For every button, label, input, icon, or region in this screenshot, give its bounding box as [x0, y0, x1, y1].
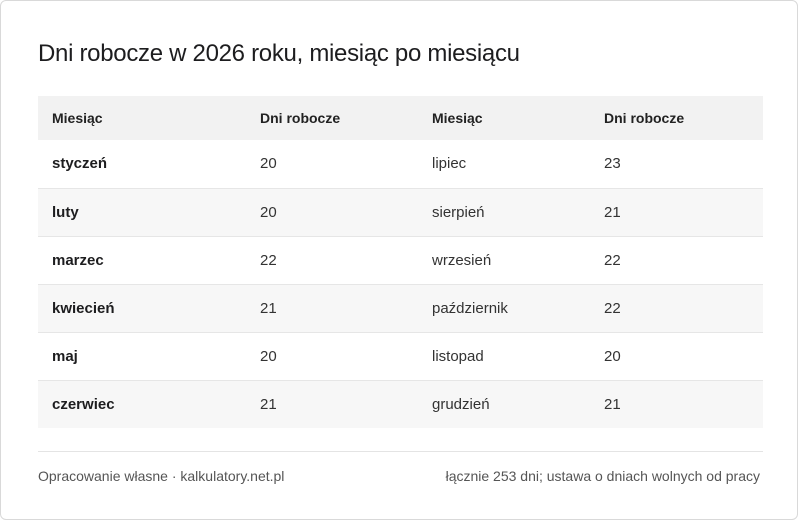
- working-days-cell: 20: [260, 203, 277, 221]
- page-title: Dni robocze w 2026 roku, miesiąc po mies…: [38, 40, 520, 67]
- table-row: czerwiec 21 grudzień 21: [38, 380, 763, 428]
- working-days-cell: 21: [260, 395, 277, 413]
- column-header-working-days: Dni robocze: [260, 110, 341, 126]
- month-cell: grudzień: [432, 395, 490, 413]
- working-days-cell: 20: [260, 347, 277, 365]
- table-row: kwiecień 21 październik 22: [38, 284, 763, 332]
- working-days-cell: 22: [604, 251, 621, 269]
- working-days-table: Miesiąc Dni robocze Miesiąc Dni robocze …: [38, 96, 763, 428]
- footer-divider: [38, 451, 763, 452]
- working-days-cell: 22: [260, 251, 277, 269]
- source-note: Opracowanie własne · kalkulatory.net.pl: [38, 468, 285, 484]
- working-days-cell: 21: [604, 203, 621, 221]
- month-cell: marzec: [52, 251, 104, 269]
- column-header-working-days: Dni robocze: [604, 110, 685, 126]
- working-days-cell: 22: [604, 299, 621, 317]
- table-row: styczeń 20 lipiec 23: [38, 140, 763, 188]
- table-header-row: Miesiąc Dni robocze Miesiąc Dni robocze: [38, 96, 763, 140]
- month-cell: październik: [432, 299, 508, 317]
- month-cell: sierpień: [432, 203, 485, 221]
- month-cell: luty: [52, 203, 79, 221]
- month-cell: kwiecień: [52, 299, 115, 317]
- working-days-cell: 21: [604, 395, 621, 413]
- month-cell: lipiec: [432, 155, 467, 173]
- month-cell: czerwiec: [52, 395, 115, 413]
- working-days-cell: 20: [260, 155, 277, 173]
- working-days-cell: 21: [260, 299, 277, 317]
- column-header-month: Miesiąc: [432, 110, 483, 126]
- working-days-cell: 23: [604, 155, 621, 173]
- column-header-month: Miesiąc: [52, 110, 103, 126]
- month-cell: styczeń: [52, 155, 108, 173]
- month-cell: maj: [52, 347, 78, 365]
- table-row: marzec 22 wrzesień 22: [38, 236, 763, 284]
- month-cell: wrzesień: [432, 251, 492, 269]
- table-row: maj 20 listopad 20: [38, 332, 763, 380]
- total-note: łącznie 253 dni; ustawa o dniach wolnych…: [445, 468, 760, 484]
- working-days-cell: 20: [604, 347, 621, 365]
- table-row: luty 20 sierpień 21: [38, 188, 763, 236]
- month-cell: listopad: [432, 347, 484, 365]
